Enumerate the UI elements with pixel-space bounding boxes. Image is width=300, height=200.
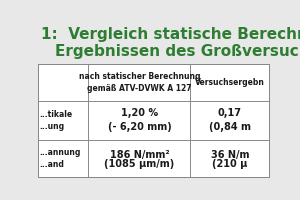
- Text: Ergebnissen des Großversuchs: Ergebnissen des Großversuchs: [55, 44, 300, 59]
- Text: (210 μ: (210 μ: [212, 159, 248, 169]
- Bar: [38, 64, 269, 177]
- Text: nach statischer Berechnung
gemäß ATV-DVWK A 127: nach statischer Berechnung gemäß ATV-DVW…: [79, 72, 200, 93]
- Text: 1:  Vergleich statische Berechnung m: 1: Vergleich statische Berechnung m: [41, 27, 300, 42]
- Text: (1085 μm/m): (1085 μm/m): [104, 159, 175, 169]
- Text: ...annung
...and: ...annung ...and: [39, 148, 80, 169]
- Text: Versuchsergebn: Versuchsergebn: [195, 78, 265, 87]
- Text: 1,20 %
(- 6,20 mm): 1,20 % (- 6,20 mm): [108, 108, 171, 132]
- Text: 186 N/mm²: 186 N/mm²: [110, 150, 169, 160]
- Text: ...tikale
...ung: ...tikale ...ung: [39, 110, 72, 131]
- Text: 36 N/m: 36 N/m: [211, 150, 249, 160]
- Text: 0,17
(0,84 m: 0,17 (0,84 m: [209, 108, 251, 132]
